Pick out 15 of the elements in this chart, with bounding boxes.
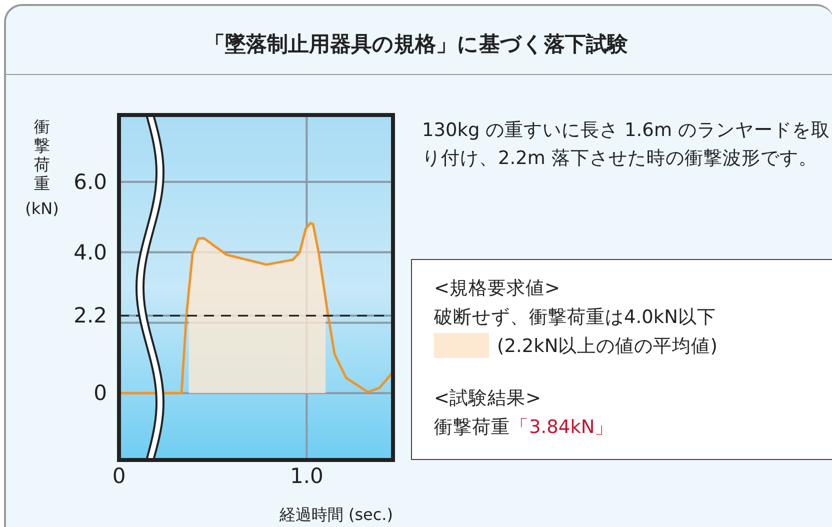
text: 破断せず、衝撃荷重は4.0kN以下	[434, 306, 717, 330]
text: 「3.84kN」	[510, 417, 614, 438]
x-axis-title: 経過時間 (sec.)	[278, 505, 393, 524]
text: 130kg の重すいに長さ 1.6m のランヤードを取り付け、2.2m 落下させた時の衝撃波形です。	[422, 119, 831, 171]
y-tick-label: 6.0	[74, 170, 107, 194]
y-tick-label: 0	[94, 381, 107, 406]
text: <試験結果>	[434, 387, 542, 411]
line-series	[119, 222, 393, 394]
text: <規格要求値>	[434, 277, 562, 301]
y-tick-label: 2.2	[74, 304, 107, 328]
chart-title: 「墜落制止用器具の規格」に基づく落下試験	[203, 31, 629, 58]
y-axis-title: 衝撃荷重 (kN)	[25, 117, 59, 218]
x-tick-label: 1.0	[290, 464, 324, 488]
legend-label: (2.2kN以上の値の平均値)	[496, 335, 718, 359]
y-tick-label: 4.0	[74, 240, 107, 264]
